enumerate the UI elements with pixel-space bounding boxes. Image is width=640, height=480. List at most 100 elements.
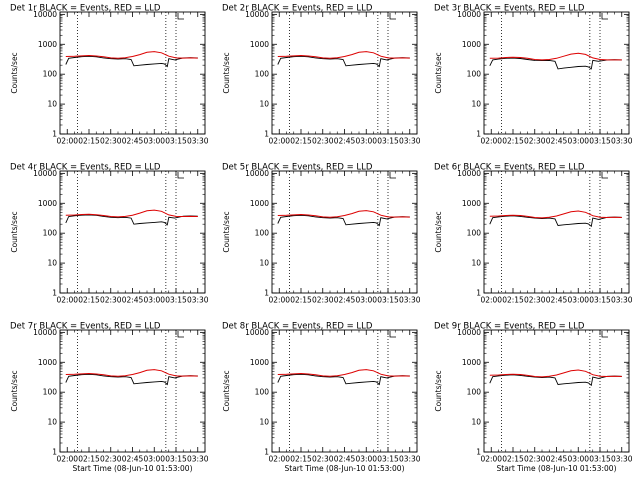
y-tick-label: 10	[471, 418, 481, 427]
y-tick-label: 1	[476, 289, 481, 298]
plot-frame	[271, 170, 418, 294]
chart-title: Det 9r BLACK = Events, RED = LLD	[434, 322, 585, 332]
panel-1: Det 1r BLACK = Events, RED = LLD Counts/s…	[10, 4, 209, 146]
chart-title: Det 6r BLACK = Events, RED = LLD	[434, 163, 585, 173]
x-tick-label: 02:30	[312, 296, 334, 305]
y-tick-label: 1	[264, 448, 269, 457]
y-tick-label: 10	[47, 259, 57, 268]
interval-marker	[601, 13, 608, 20]
panel-9: Det 9r BLACK = Events, RED = LLD Counts/s…	[434, 322, 633, 474]
events-series-line	[489, 57, 622, 70]
plot-frame	[483, 170, 630, 294]
x-tick-label: 03:30	[611, 455, 633, 464]
x-tick-label: 02:15	[502, 137, 524, 146]
x-tick-label: 02:30	[524, 455, 546, 464]
plot-frame	[271, 11, 418, 135]
y-tick-label: 1	[52, 448, 57, 457]
events-series-line	[489, 215, 622, 228]
chart-title: Det 7r BLACK = Events, RED = LLD	[10, 322, 161, 332]
x-tick-label: 03:00	[567, 296, 589, 305]
plot-frame	[59, 170, 206, 294]
lld-series-line	[489, 369, 622, 378]
y-tick-label: 10000	[245, 328, 269, 337]
y-tick-label: 1000	[38, 40, 57, 49]
y-tick-label: 100	[43, 388, 58, 397]
x-tick-label: 02:00	[480, 296, 502, 305]
y-tick-label: 10	[259, 259, 269, 268]
y-tick-label: 1	[52, 130, 57, 139]
x-tick-label: 02:45	[334, 137, 356, 146]
events-series-line	[277, 373, 410, 386]
x-tick-label: 02:00	[480, 455, 502, 464]
y-tick-label: 100	[43, 70, 58, 79]
y-axis-label: Counts/sec	[222, 370, 231, 411]
x-tick-label: 03:15	[165, 296, 187, 305]
y-tick-label: 1000	[462, 199, 481, 208]
chart-title: Det 5r BLACK = Events, RED = LLD	[222, 163, 373, 173]
lld-series-line	[277, 369, 410, 377]
x-tick-label: 03:00	[143, 455, 165, 464]
x-tick-label: 02:30	[100, 455, 122, 464]
x-tick-label: 02:45	[122, 296, 144, 305]
y-tick-label: 1000	[250, 358, 269, 367]
x-tick-label: 03:30	[187, 137, 209, 146]
x-tick-label: 02:30	[524, 296, 546, 305]
y-tick-label: 1	[264, 130, 269, 139]
panel-2: Det 2r BLACK = Events, RED = LLD Counts/s…	[222, 4, 421, 146]
x-tick-label: 03:15	[165, 455, 187, 464]
x-axis-label: Start Time (08-Jun-10 01:53:00)	[497, 464, 617, 473]
x-tick-label: 02:15	[78, 137, 100, 146]
chart-title: Det 1r BLACK = Events, RED = LLD	[10, 4, 161, 14]
chart-title: Det 2r BLACK = Events, RED = LLD	[222, 4, 373, 14]
y-axis-label: Counts/sec	[434, 211, 443, 252]
interval-marker	[389, 331, 396, 338]
x-tick-label: 02:30	[524, 137, 546, 146]
y-tick-label: 1000	[38, 199, 57, 208]
x-tick-label: 03:00	[143, 296, 165, 305]
x-tick-label: 03:30	[399, 455, 421, 464]
y-tick-label: 100	[255, 229, 270, 238]
y-tick-label: 100	[467, 70, 482, 79]
panel-3: Det 3r BLACK = Events, RED = LLD Counts/s…	[434, 4, 633, 146]
lld-series-line	[489, 210, 622, 219]
x-tick-label: 03:15	[377, 137, 399, 146]
lld-series-line	[277, 51, 410, 59]
x-tick-label: 02:15	[502, 455, 524, 464]
x-tick-label: 02:00	[268, 137, 290, 146]
chart-title: Det 4r BLACK = Events, RED = LLD	[10, 163, 161, 173]
y-tick-label: 100	[255, 388, 270, 397]
y-tick-label: 100	[467, 388, 482, 397]
x-axis-label: Start Time (08-Jun-10 01:53:00)	[73, 464, 193, 473]
panel-5: Det 5r BLACK = Events, RED = LLD Counts/s…	[222, 163, 421, 305]
y-tick-label: 10	[471, 100, 481, 109]
x-tick-label: 03:00	[355, 455, 377, 464]
x-tick-label: 03:30	[611, 137, 633, 146]
y-axis-label: Counts/sec	[222, 52, 231, 93]
y-tick-label: 10000	[457, 10, 481, 19]
x-tick-label: 03:30	[611, 296, 633, 305]
y-tick-label: 10000	[457, 328, 481, 337]
x-tick-label: 03:00	[567, 137, 589, 146]
y-tick-label: 1000	[38, 358, 57, 367]
x-tick-label: 02:00	[268, 455, 290, 464]
y-axis-label: Counts/sec	[10, 52, 19, 93]
x-tick-label: 02:15	[502, 296, 524, 305]
y-tick-label: 10	[47, 100, 57, 109]
x-tick-label: 02:30	[312, 137, 334, 146]
plot-frame	[271, 329, 418, 453]
y-tick-label: 1000	[462, 358, 481, 367]
panel-8: Det 8r BLACK = Events, RED = LLD Counts/s…	[222, 322, 421, 474]
x-tick-label: 02:30	[100, 137, 122, 146]
y-tick-label: 1	[264, 289, 269, 298]
events-series-line	[277, 55, 410, 68]
events-series-line	[65, 214, 198, 226]
y-tick-label: 10	[47, 418, 57, 427]
x-tick-label: 03:15	[165, 137, 187, 146]
x-tick-label: 03:15	[377, 296, 399, 305]
x-tick-label: 02:45	[546, 137, 568, 146]
events-series-line	[65, 55, 198, 68]
x-tick-label: 03:00	[355, 296, 377, 305]
y-tick-label: 10	[259, 100, 269, 109]
x-tick-label: 02:45	[334, 455, 356, 464]
